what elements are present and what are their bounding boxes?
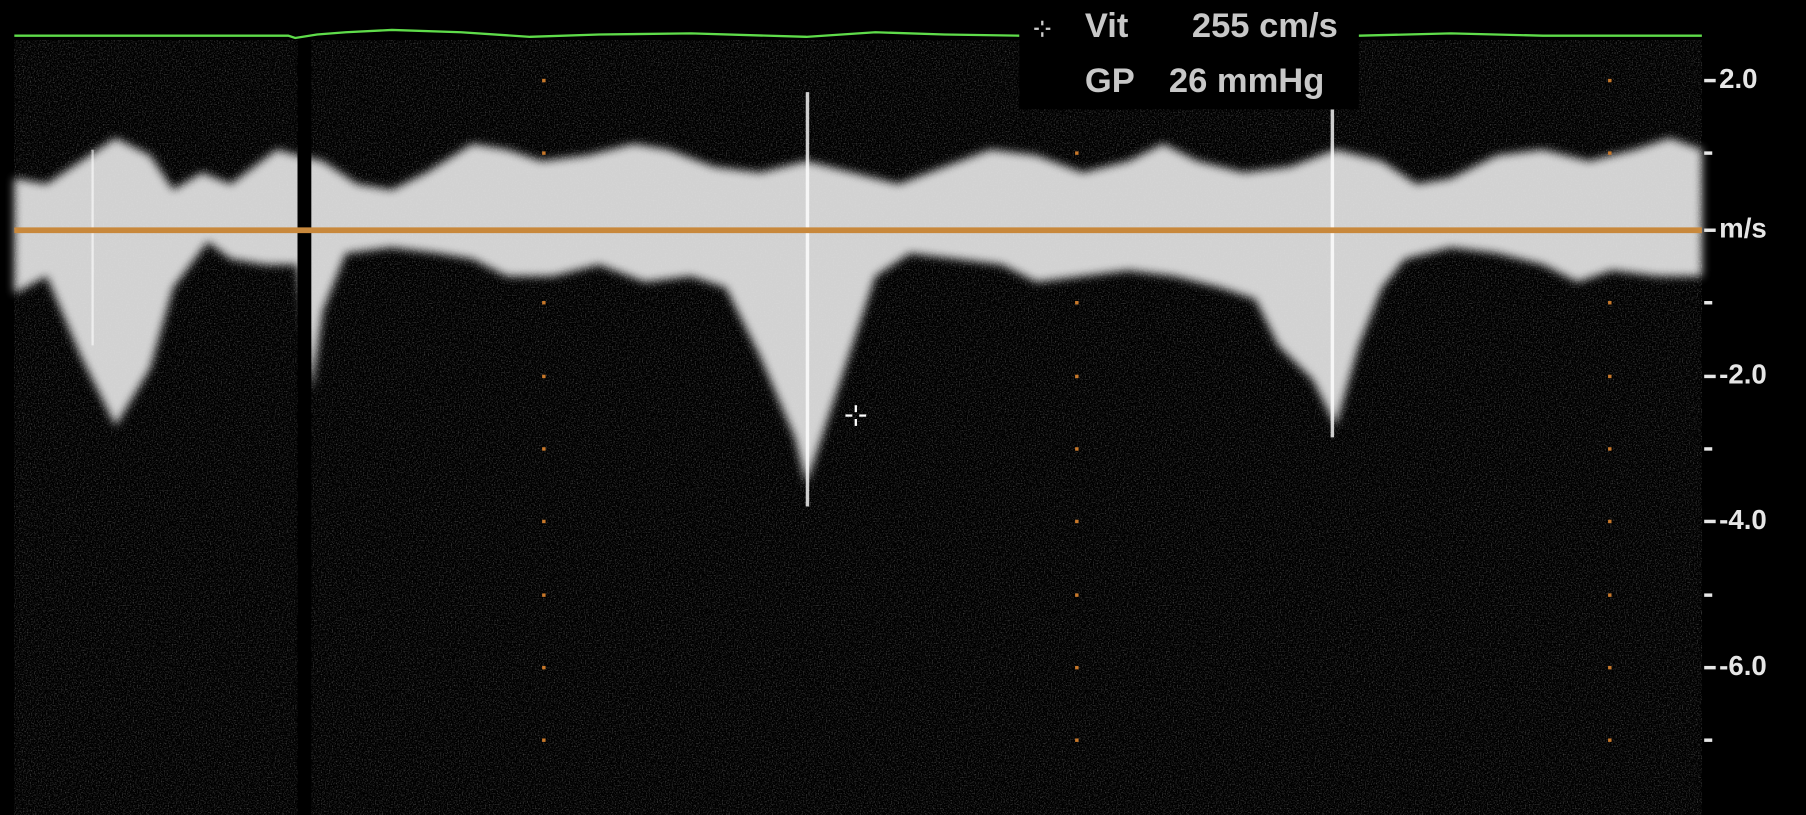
time-dot — [1608, 520, 1611, 523]
time-dot — [1075, 738, 1078, 741]
scale-label: 2.0 — [1719, 63, 1757, 94]
gradient-value: 26 mmHg — [1169, 62, 1324, 100]
scale-label: -6.0 — [1719, 650, 1767, 681]
time-dot — [1608, 666, 1611, 669]
time-dot — [542, 520, 545, 523]
time-dot — [1608, 151, 1611, 154]
time-dot — [1075, 520, 1078, 523]
scale-label: -4.0 — [1719, 504, 1767, 535]
time-dot — [1075, 301, 1078, 304]
velocity-value: 255 cm/s — [1192, 7, 1338, 45]
time-dot — [542, 375, 545, 378]
scale-label: -2.0 — [1719, 359, 1767, 390]
time-dot — [542, 738, 545, 741]
time-dot — [1075, 151, 1078, 154]
time-dot — [1608, 593, 1611, 596]
speckle — [14, 40, 1702, 815]
time-dot — [542, 666, 545, 669]
time-dot — [1075, 447, 1078, 450]
time-dot — [542, 447, 545, 450]
scale-label: m/s — [1719, 213, 1767, 244]
time-dot — [542, 151, 545, 154]
gradient-label: GP — [1085, 62, 1135, 100]
time-dot — [542, 593, 545, 596]
time-dot — [1608, 301, 1611, 304]
time-dot — [542, 301, 545, 304]
sweep-gap — [298, 29, 312, 815]
time-dot — [1608, 79, 1611, 82]
time-dot — [1075, 593, 1078, 596]
time-dot — [542, 79, 545, 82]
time-dot — [1075, 666, 1078, 669]
time-dot — [1608, 447, 1611, 450]
doppler-screen: Vit 255 cm/s GP 26 mmHg 2.0 m/s -2.0 -4.0 -6… — [0, 0, 1806, 815]
time-dot — [1608, 375, 1611, 378]
page: Vit 255 cm/s GP 26 mmHg 2.0 m/s -2.0 -4.0 -6… — [0, 0, 1806, 815]
time-dot — [1608, 738, 1611, 741]
time-dot — [1075, 375, 1078, 378]
velocity-label: Vit — [1085, 7, 1129, 45]
